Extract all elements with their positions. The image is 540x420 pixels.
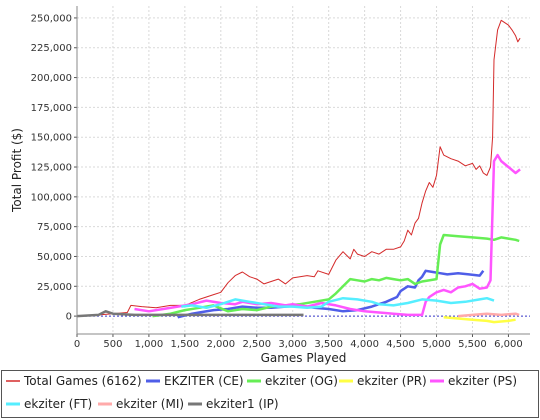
- series-line: [152, 233, 520, 318]
- series-lines: [76, 19, 521, 324]
- y-axis-title: Total Profit ($): [10, 128, 24, 213]
- series-line: [443, 316, 516, 324]
- tick-labels: 0 25,000 50,000 75,000 100,000 125,000 150,000…: [31, 13, 523, 350]
- y-tick-label: 25,000: [37, 282, 72, 293]
- y-tick-label: 150,000: [31, 133, 72, 144]
- x-tick-label: 3,500: [314, 339, 343, 350]
- y-tick-label: 250,000: [31, 13, 72, 24]
- x-tick-label: 2,500: [242, 339, 271, 350]
- legend-frame: [1, 370, 539, 418]
- x-tick-label: 2,000: [206, 339, 235, 350]
- legend-item: Total Games (6162): [23, 374, 142, 388]
- x-tick-label: 5,500: [458, 339, 487, 350]
- series-line: [181, 296, 495, 310]
- x-tick-label: 4,500: [386, 339, 415, 350]
- legend-item: ekziter (FT): [24, 397, 92, 411]
- legend-item: ekziter (OG): [265, 374, 338, 388]
- x-tick-label: 1,000: [135, 339, 164, 350]
- legend-item: EKZITER (CE): [164, 374, 244, 388]
- x-tick-label: 500: [103, 339, 122, 350]
- x-tick-label: 4,000: [350, 339, 379, 350]
- legend: Total Games (6162) EKZITER (CE) ekziter (O…: [1, 370, 539, 418]
- legend-item: ekziter (MI): [116, 397, 184, 411]
- y-tick-label: 50,000: [37, 252, 72, 263]
- legend-item: ekziter (PS): [448, 374, 517, 388]
- y-tick-label: 75,000: [37, 222, 72, 233]
- x-tick-label: 0: [74, 339, 80, 350]
- series-line: [457, 312, 520, 318]
- y-tick-label: 200,000: [31, 73, 72, 84]
- legend-item: ekziter1 (IP): [206, 397, 279, 411]
- legend-item: ekziter (PR): [357, 374, 427, 388]
- x-tick-label: 6,000: [494, 339, 523, 350]
- series-line: [76, 310, 304, 318]
- y-tick-label: 225,000: [31, 43, 72, 54]
- series-line: [134, 153, 521, 317]
- y-tick-label: 100,000: [31, 192, 72, 203]
- axes: [74, 6, 530, 337]
- x-tick-label: 1,500: [171, 339, 200, 350]
- series-line: [76, 19, 521, 317]
- x-tick-label: 5,000: [422, 339, 451, 350]
- y-tick-label: 0: [66, 312, 72, 323]
- x-tick-label: 3,000: [278, 339, 307, 350]
- y-tick-label: 125,000: [31, 163, 72, 174]
- x-axis-title: Games Played: [261, 351, 347, 365]
- grid-lines: [76, 6, 530, 334]
- y-tick-label: 175,000: [31, 103, 72, 114]
